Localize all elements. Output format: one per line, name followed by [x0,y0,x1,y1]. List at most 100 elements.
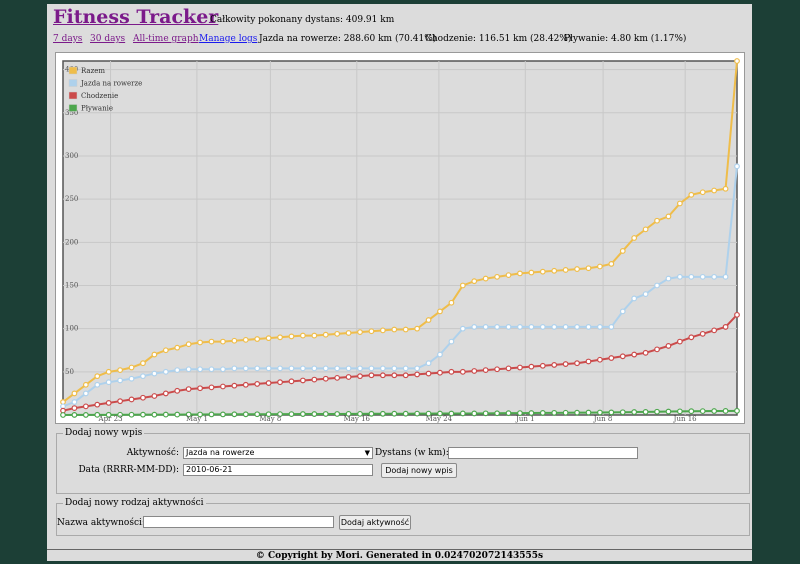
legend-swatch [68,91,78,100]
nav-manage-link[interactable]: Manage logs [199,34,258,44]
total-distance: Całkowity pokonany dystans: 409.91 km [210,15,395,25]
add-activity-type-form: Dodaj nowy rodzaj aktywności [56,498,750,536]
series-point [654,408,660,415]
series-point [574,360,580,367]
date-label: Data (RRRR-MM-DD): [78,465,179,475]
series-point [277,411,283,418]
distance-field[interactable] [448,447,638,459]
series-point [242,381,249,388]
app-title[interactable]: Fitness Tracker [53,6,219,28]
series-point [711,273,718,280]
series-point [368,410,375,417]
activity-select[interactable]: Jazda na rowerze ▼ [183,447,373,459]
series-point [242,411,249,418]
date-field[interactable]: 2010-06-21 [183,464,373,476]
series-point [242,336,249,343]
legend-label: Pływanie [81,105,113,113]
series-point [368,328,375,335]
series-point [254,336,261,342]
series-point [699,189,706,196]
series-point [676,273,683,280]
legend-label: Chodzenie [81,92,118,100]
series-point [402,410,409,417]
activity-name-field[interactable] [143,516,334,528]
series-point [128,375,135,382]
series-point [654,217,660,224]
x-tick-label: May 24 [426,415,453,423]
series-point [711,187,718,194]
chevron-down-icon: ▼ [364,449,370,457]
series-point [699,408,706,415]
series-point [676,338,683,345]
series-point [676,408,683,415]
series-point [288,378,295,385]
series-point [71,412,78,418]
series-point [299,377,306,384]
series-point [174,387,181,394]
nav-alltime[interactable]: All-time graph [133,34,199,44]
legend-swatch [68,104,78,112]
series-point [699,330,706,337]
series-point [174,411,181,418]
series-point [517,270,523,277]
add-entry-form: Dodaj nowy wpis [56,428,750,494]
distance-label: Dystans (w km): [375,448,449,458]
nav-7days-link[interactable]: 7 days [53,34,83,44]
series-point [471,410,478,417]
series-point [585,409,592,416]
series-point [391,410,398,417]
series-point [562,324,569,330]
stat-walk: Chodzenie: 116.51 km (28.42%) [425,34,572,44]
series-point [711,408,718,414]
series-point [140,360,146,367]
nav-alltime-link[interactable]: All-time graph [133,34,199,44]
series-point [654,346,660,353]
series-point [528,363,535,370]
series-point [631,295,638,302]
series-point [185,386,192,392]
series-point [734,58,740,64]
series-point [562,267,569,273]
series-point [197,385,203,392]
nav-30days-link[interactable]: 30 days [90,34,126,44]
series-point [437,410,443,417]
series-point [254,381,261,387]
series-point [494,410,501,417]
series-point [642,291,649,298]
x-tick-label: May 1 [186,415,208,423]
series-point [654,282,660,289]
series-point [482,410,489,417]
series-point [448,338,455,345]
series-point [688,273,695,280]
series-point [151,393,158,399]
series-point [414,365,421,372]
series-point [391,365,398,372]
series-point [334,374,341,381]
activity-label: Aktywność: [126,448,179,458]
nav-30days[interactable]: 30 days [90,34,125,44]
series-point [117,367,124,374]
stat-bike: Jazda na rowerze: 288.60 km (70.41%) [259,34,437,44]
series-point [471,368,478,374]
nav-7days[interactable]: 7 days [53,34,82,44]
nav-manage[interactable]: Manage logs [199,34,257,44]
add-entry-button[interactable]: Dodaj nowy wpis [381,463,457,478]
series-point [494,324,501,330]
series-point [265,411,272,418]
series-point [437,308,443,315]
series-point [277,334,283,341]
series-point [448,410,455,417]
series-point [574,266,580,272]
series-point [357,410,363,417]
series-point [94,401,101,408]
series-point [334,330,341,337]
series-point [608,355,615,361]
series-point [379,327,386,334]
series-point [140,373,146,380]
series-point [242,365,249,372]
series-point [722,408,729,414]
add-activity-button[interactable]: Dodaj aktywność [339,515,411,530]
series-point [425,410,432,417]
y-tick-label: 250 [65,195,78,203]
